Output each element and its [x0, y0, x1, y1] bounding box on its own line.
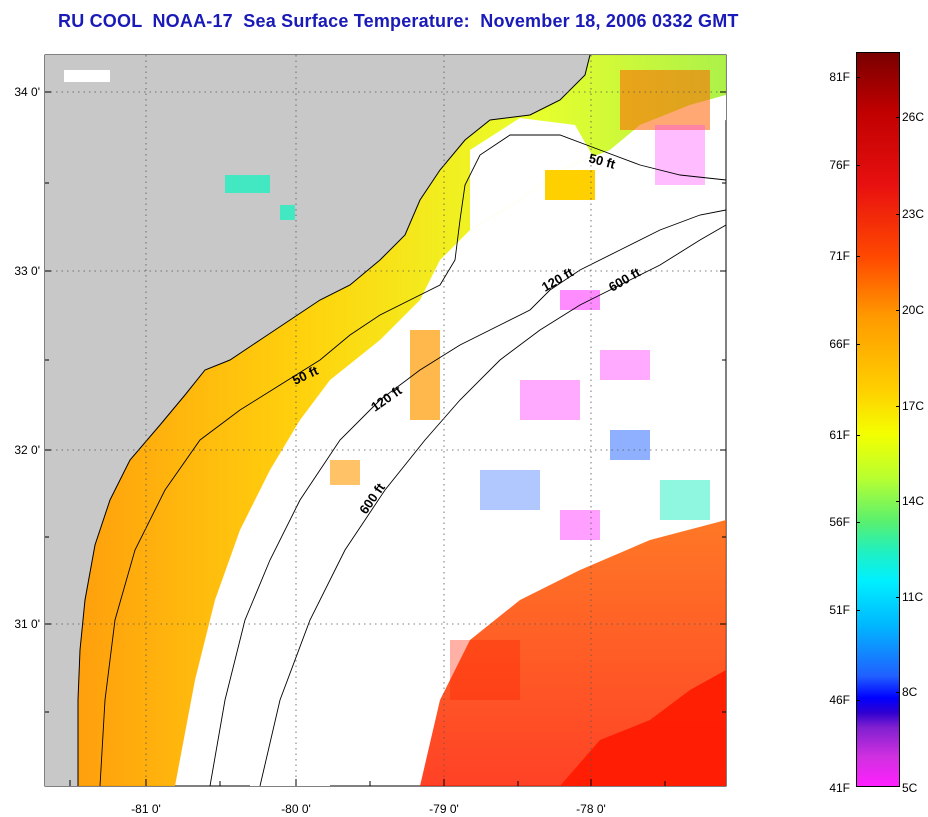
colorbar-tick-f [856, 435, 860, 436]
colorbar-tick-c [896, 406, 900, 407]
colorbar-tick-c [896, 692, 900, 693]
land-area [45, 55, 590, 786]
sst-patches [225, 70, 710, 700]
colorbar-tick-f [856, 77, 860, 78]
colorbar-label-66f: 66F [829, 337, 850, 351]
lon-label-78: -78 0' [576, 802, 606, 816]
colorbar-tick-f [856, 522, 860, 523]
colorbar-tick-f [856, 256, 860, 257]
colorbar-label-61f: 61F [829, 428, 850, 442]
warm-coastal-band [78, 55, 726, 786]
colorbar-tick-f [856, 700, 860, 701]
isobath-120ft [209, 209, 727, 787]
colorbar-label-71f: 71F [829, 249, 850, 263]
colorbar-label-20c: 20C [902, 303, 925, 317]
gulf-stream-hot [560, 670, 726, 786]
colorbar-label-14c: 14C [902, 494, 925, 508]
colorbar-label-51f: 51F [829, 603, 850, 617]
colorbar-tick-f [856, 165, 860, 166]
coastline [77, 54, 591, 786]
colorbar-tick-c [896, 214, 900, 215]
lat-label-31: 31 0' [14, 617, 40, 631]
colorbar-tick-f [856, 610, 860, 611]
colorbar-label-11c: 11C [902, 590, 924, 604]
isobath-50ft [99, 134, 727, 787]
colorbar-label-76f: 76F [829, 158, 850, 172]
colorbar-label-5c: 5C [902, 781, 918, 795]
cloud-region [250, 95, 726, 786]
lat-label-33: 33 0' [14, 264, 40, 278]
colorbar-tick-c [896, 117, 900, 118]
colorbar-label-46f: 46F [829, 693, 850, 707]
colorbar-label-23c: 23C [902, 207, 925, 221]
colorbar-label-17c: 17C [902, 399, 925, 413]
colorbar-label-8c: 8C [902, 685, 918, 699]
graticule [45, 55, 726, 786]
colorbar-tick-f [856, 344, 860, 345]
gulf-stream-warm [420, 520, 726, 786]
colorbar-label-81f: 81F [829, 70, 850, 84]
colorbar-label-41f: 41F [829, 781, 850, 795]
isobath-600ft [259, 224, 727, 787]
lat-label-34: 34 0' [14, 85, 40, 99]
lon-label-80: -80 0' [281, 802, 311, 816]
lon-label-79: -79 0' [429, 802, 459, 816]
map-title: RU COOL NOAA-17 Sea Surface Temperature:… [58, 11, 739, 31]
lon-label-81: -81 0' [131, 802, 161, 816]
isobath-label-50ft-north: 50 ft [587, 150, 617, 172]
map-marker [64, 70, 110, 82]
axis-ticks [45, 91, 726, 786]
colorbar-label-56f: 56F [829, 515, 850, 529]
colorbar-tick-c [896, 501, 900, 502]
colorbar-label-26c: 26C [902, 110, 925, 124]
colorbar-tick-c [896, 310, 900, 311]
lat-label-32: 32 0' [14, 443, 40, 457]
colorbar-tick-c [896, 597, 900, 598]
temperature-colorbar [856, 52, 900, 787]
